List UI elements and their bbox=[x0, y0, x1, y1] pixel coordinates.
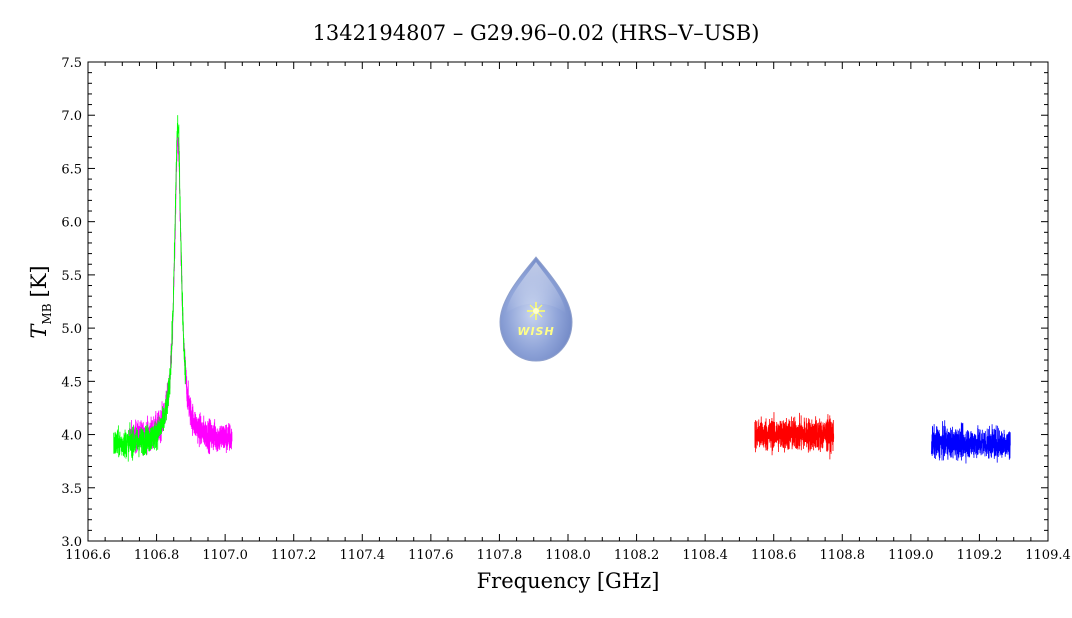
y-axis-title-main: T bbox=[27, 323, 51, 339]
y-tick-label: 4.0 bbox=[61, 429, 82, 444]
series-line-0 bbox=[128, 129, 233, 458]
series-line-2 bbox=[754, 412, 835, 460]
y-axis-title-sub: MB bbox=[40, 303, 54, 324]
series-line-1 bbox=[113, 115, 187, 462]
y-tick-label: 5.0 bbox=[61, 322, 82, 337]
x-tick-label: 1108.4 bbox=[682, 548, 728, 563]
y-tick-label: 7.0 bbox=[61, 109, 82, 124]
y-axis-title: TMB [K] bbox=[27, 265, 54, 338]
x-tick-label: 1107.8 bbox=[477, 548, 523, 563]
y-tick-label: 3.0 bbox=[61, 535, 82, 550]
x-tick-label: 1107.6 bbox=[408, 548, 454, 563]
x-tick-label: 1108.8 bbox=[820, 548, 866, 563]
star-icon bbox=[527, 302, 545, 320]
y-tick-label: 6.0 bbox=[61, 216, 82, 231]
series-layer bbox=[113, 115, 1011, 464]
x-tick-label: 1107.0 bbox=[202, 548, 248, 563]
x-tick-label: 1108.0 bbox=[545, 548, 591, 563]
x-tick-label: 1106.6 bbox=[65, 548, 111, 563]
x-tick-label: 1108.2 bbox=[614, 548, 660, 563]
x-tick-label: 1109.2 bbox=[957, 548, 1003, 563]
y-axis-title-unit: [K] bbox=[27, 265, 51, 297]
x-tick-label: 1107.2 bbox=[271, 548, 317, 563]
x-tick-label: 1108.6 bbox=[751, 548, 797, 563]
wish-logo-text: WISH bbox=[517, 325, 554, 338]
y-tick-label: 4.5 bbox=[61, 375, 82, 390]
x-tick-label: 1109.0 bbox=[888, 548, 934, 563]
x-axis: 1106.6 1106.8 1107.0 1107.2 1107.4 1107.6 1107… bbox=[65, 62, 1071, 563]
chart-title: 1342194807 – G29.96–0.02 (HRS–V–USB) bbox=[313, 21, 760, 45]
x-tick-label: 1109.4 bbox=[1025, 548, 1071, 563]
y-axis: 3.0 3.5 4.0 4.5 5.0 5.5 6.0 6.5 7.0 7.5 bbox=[61, 56, 1048, 550]
y-tick-label: 3.5 bbox=[61, 482, 82, 497]
plot-frame bbox=[87, 61, 1049, 542]
wish-logo: WISH bbox=[499, 256, 573, 362]
x-tick-label: 1107.4 bbox=[340, 548, 386, 563]
y-tick-label: 5.5 bbox=[61, 269, 82, 284]
y-tick-label: 6.5 bbox=[61, 162, 82, 177]
y-tick-label: 7.5 bbox=[61, 56, 82, 71]
series-line-3 bbox=[931, 420, 1011, 464]
x-axis-title: Frequency [GHz] bbox=[477, 569, 660, 593]
svg-text:TMB[K]: TMB [K] bbox=[27, 265, 54, 338]
x-tick-label: 1106.8 bbox=[134, 548, 180, 563]
